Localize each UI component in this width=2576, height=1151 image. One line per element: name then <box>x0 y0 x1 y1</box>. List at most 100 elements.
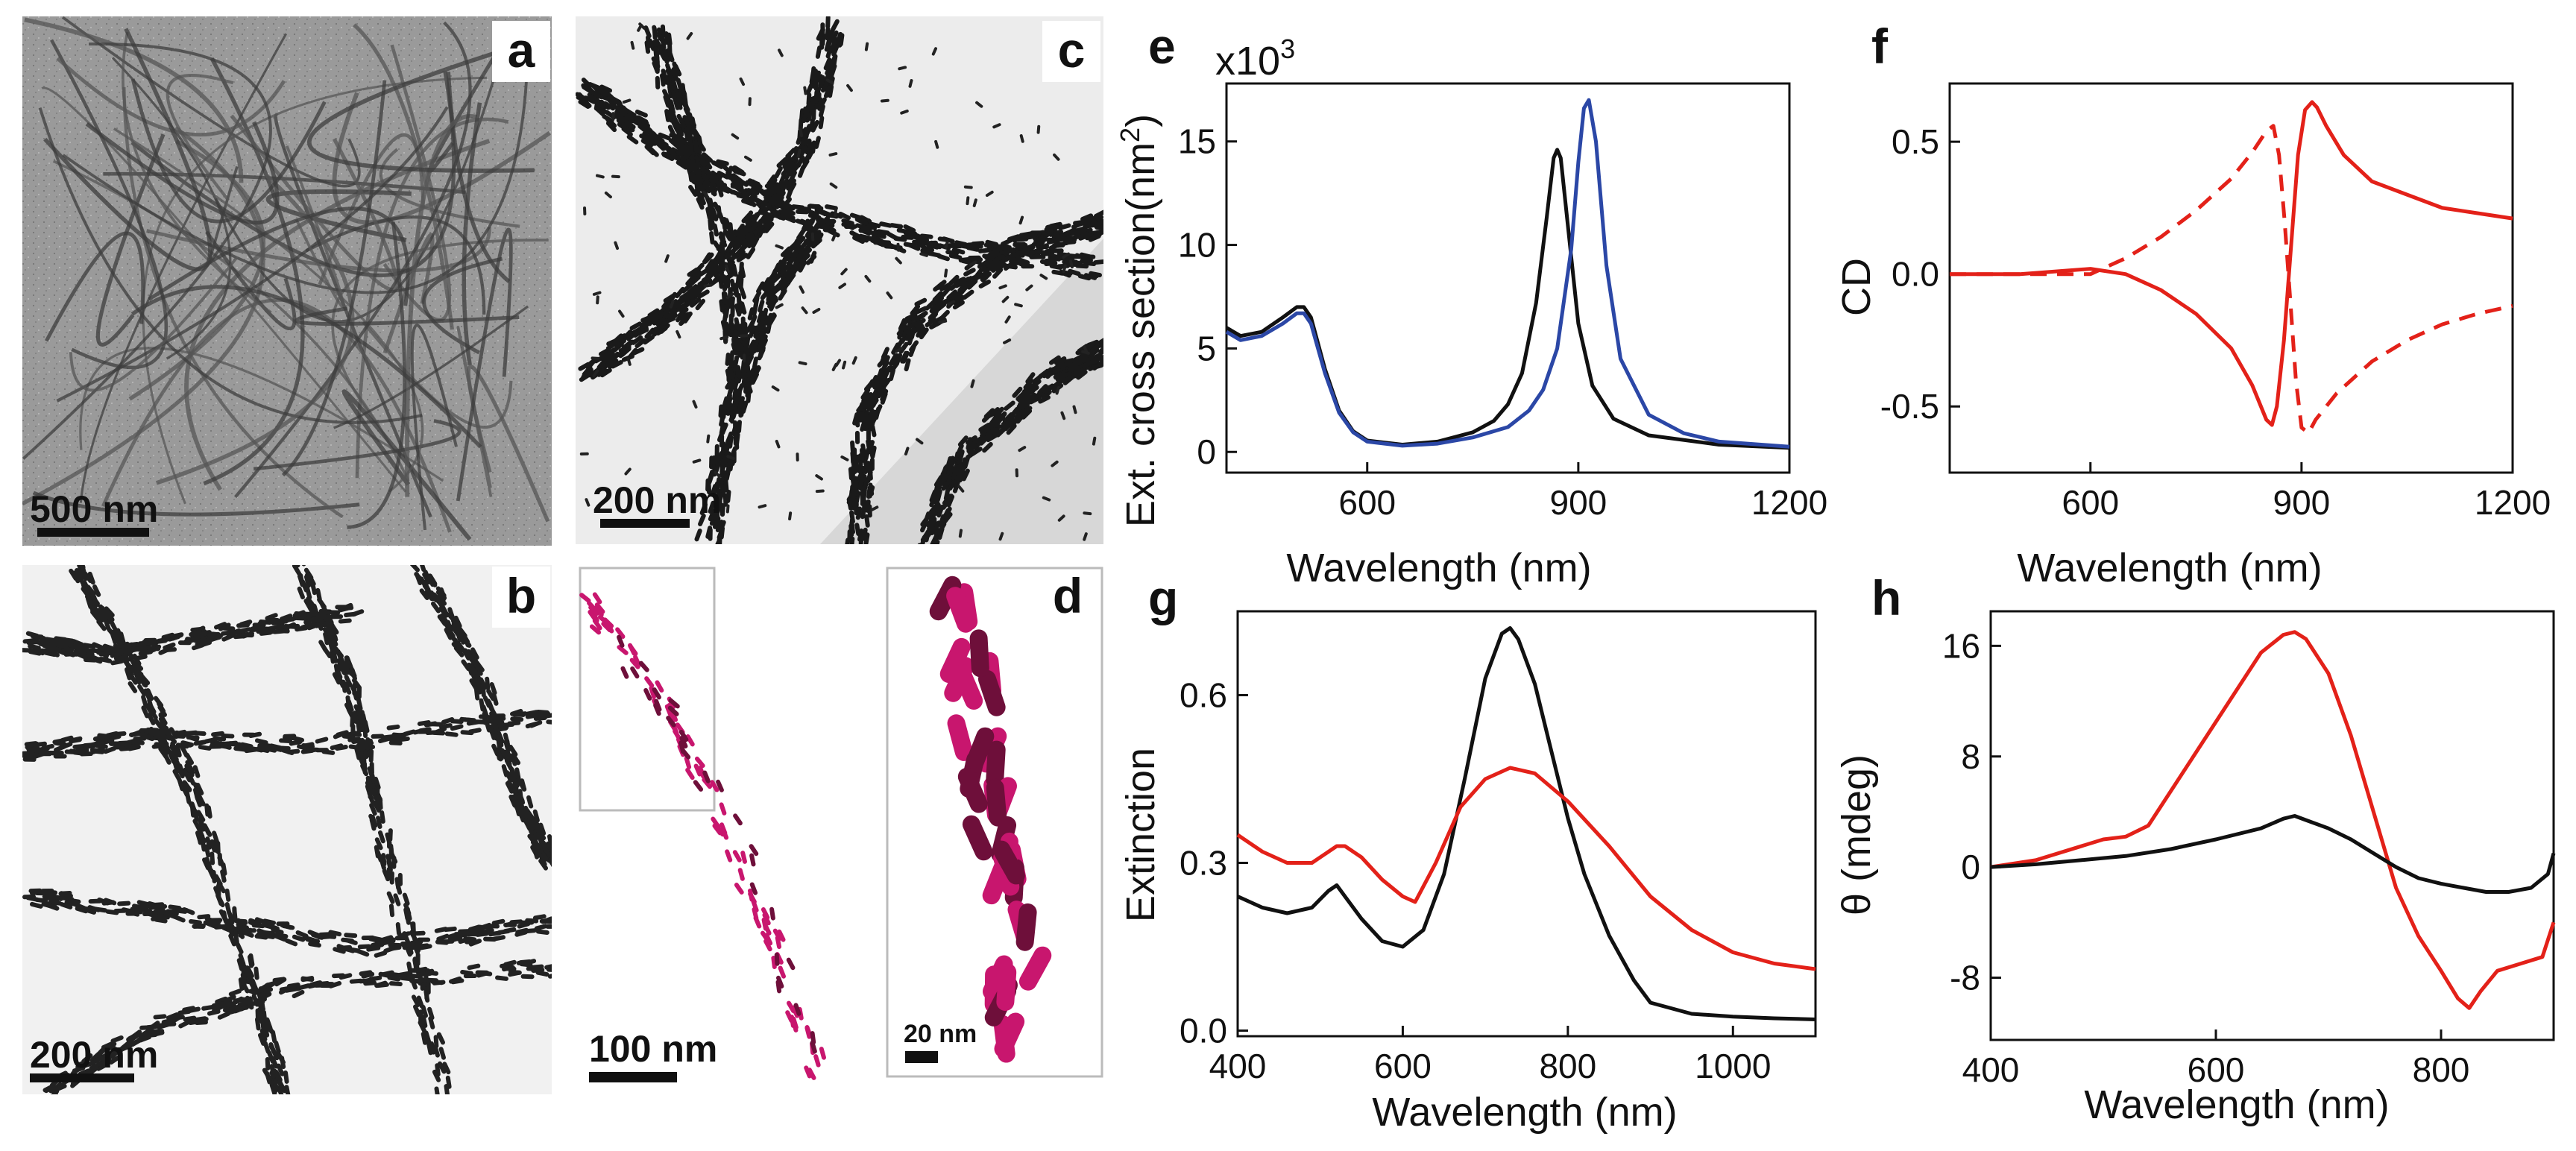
panel-c-rod <box>690 171 697 185</box>
panel-c-rod <box>1007 234 1021 242</box>
panel-c-rod <box>753 295 760 309</box>
panel-c-rod <box>939 282 952 291</box>
panel-b-rod <box>387 975 401 982</box>
panel-c-free-rod <box>966 196 970 206</box>
panel-c-free-rod <box>726 455 735 461</box>
panel-c-rod <box>863 532 870 544</box>
panel-a-fiber <box>456 227 513 502</box>
panel-b-rod <box>25 631 40 638</box>
panel-c-free-rod <box>963 185 973 189</box>
panel-c-free-rod <box>1060 411 1066 420</box>
panel-c-free-rod <box>815 474 823 481</box>
panel-c-rod <box>919 534 927 544</box>
panel-c-free-rod <box>801 306 808 315</box>
panel-b-rod <box>204 737 218 744</box>
panel-b-rod <box>337 605 351 611</box>
panel-b-rod <box>211 731 224 737</box>
panel-c-free-rod <box>775 244 784 250</box>
panel-b-rod <box>546 843 552 857</box>
panel-b-rod <box>377 830 385 844</box>
panel-c-rod <box>778 288 787 301</box>
panel-b-rod <box>374 845 380 859</box>
panel-c-rod <box>1098 343 1103 354</box>
panel-d-overview-rod <box>589 624 602 635</box>
panel-d-overview-rod <box>620 666 629 679</box>
panel-d-overview-rod <box>804 1065 812 1079</box>
panel-c-rod <box>802 106 810 119</box>
panel-b-rod <box>53 647 66 655</box>
panel-b-rod <box>216 895 225 908</box>
panel-c-rod <box>986 409 999 419</box>
panel-c-micrograph: c 200 nm <box>576 16 1103 544</box>
panel-a-letter: a <box>508 22 536 78</box>
panel-d-overview-rod <box>649 686 657 699</box>
panel-b-rod <box>376 816 382 829</box>
panel-c-rod <box>1025 392 1037 403</box>
panel-b-rod <box>222 916 231 930</box>
panel-d-letter: d <box>1053 568 1083 623</box>
panel-c-rod <box>738 271 743 285</box>
panel-c-free-rod <box>1015 468 1018 478</box>
panel-c-rod <box>745 196 757 207</box>
panel-b-rod <box>426 574 435 587</box>
panel-c-free-rod <box>840 268 848 276</box>
panel-b-rod <box>491 918 506 926</box>
panel-b-rod <box>520 807 529 820</box>
panel-b-rod <box>516 960 530 966</box>
panel-b-rod <box>364 976 377 983</box>
panel-b-rod <box>503 927 517 934</box>
panel-c-rod <box>963 268 976 277</box>
panel-c-rod <box>957 449 965 463</box>
panel-b-rod <box>220 869 227 883</box>
panel-c-free-rod <box>810 232 815 242</box>
panel-b-rod <box>273 1069 283 1082</box>
panel-c-rod <box>792 246 801 259</box>
chart-e-series-black <box>1225 148 1790 450</box>
panel-b-rod <box>269 1065 277 1079</box>
panel-b-rod <box>262 1041 271 1054</box>
panel-a-fiber <box>166 73 234 201</box>
panel-b-rod <box>328 640 335 654</box>
panel-b-rod <box>303 567 314 580</box>
panel-a-fiber <box>422 256 503 355</box>
panel-a-fiber <box>69 257 238 392</box>
panel-c-rod <box>955 462 963 476</box>
panel-c-rod <box>1054 356 1067 366</box>
panel-c-rod <box>1011 414 1023 426</box>
panel-b-rod <box>254 1017 261 1031</box>
panel-b-rod <box>242 732 256 737</box>
chart-f: f CD Wavelength (nm) 600 900 1200 -0.5 0.0 0.… <box>1834 19 2551 590</box>
panel-b-rod <box>449 935 463 943</box>
panel-c-rod <box>993 406 1004 418</box>
panel-c-rod <box>921 245 935 253</box>
panel-c-rod <box>888 353 898 366</box>
panel-c-rod <box>860 491 865 504</box>
panel-b-rod <box>317 609 331 617</box>
panel-b-rod <box>489 682 497 696</box>
panel-c-rod <box>853 454 860 468</box>
panel-d-overview-rod <box>732 850 742 863</box>
panel-b-rod <box>535 970 549 977</box>
panel-c-rod <box>1016 249 1030 255</box>
panel-c-rod <box>705 526 713 539</box>
panel-c-rod <box>838 211 851 221</box>
panel-c-rod <box>708 263 719 274</box>
panel-c-rod <box>850 440 855 454</box>
panel-c-rod <box>736 383 745 396</box>
panel-a-fiber <box>410 324 458 531</box>
panel-c-rod <box>858 532 865 544</box>
panel-c-rod <box>658 318 669 330</box>
panel-c-rod <box>778 278 790 290</box>
panel-d-overview-rod <box>678 729 689 742</box>
panel-c-rod <box>582 84 594 95</box>
panel-b-rod <box>45 646 58 654</box>
panel-b-rod <box>419 576 428 589</box>
panel-b-rod <box>219 1001 233 1008</box>
panel-b-rod <box>72 570 81 584</box>
panel-a-fiber <box>130 78 327 224</box>
panel-c-rod <box>769 272 778 286</box>
panel-b-rod <box>510 773 520 786</box>
panel-c-rod <box>596 86 608 95</box>
panel-d-inset-rod <box>946 587 975 633</box>
panel-b-rod <box>277 1052 286 1065</box>
